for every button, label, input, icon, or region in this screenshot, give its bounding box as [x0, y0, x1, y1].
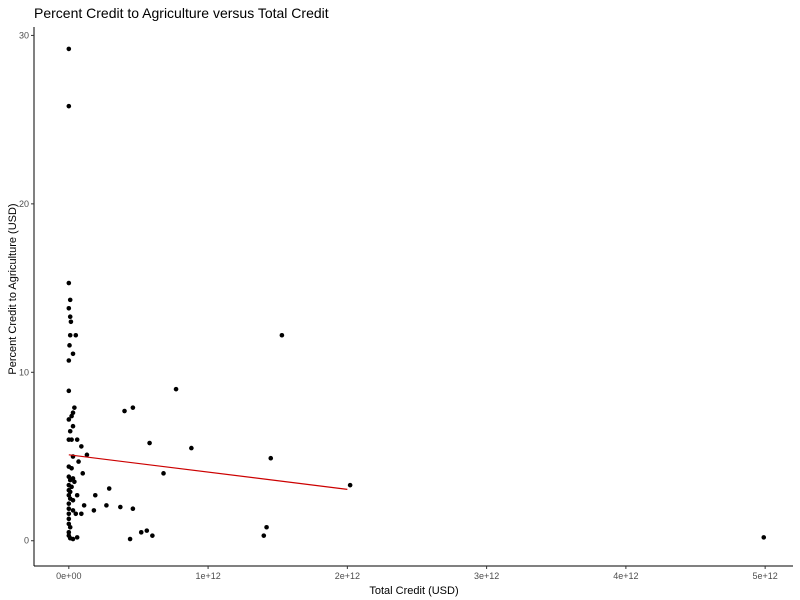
data-point	[66, 103, 72, 109]
data-point	[79, 511, 84, 517]
data-point	[70, 423, 76, 429]
x-axis-title: Total Credit (USD)	[369, 585, 458, 597]
data-point	[161, 471, 166, 476]
data-point	[66, 501, 72, 506]
data-point	[72, 405, 77, 410]
data-point	[66, 358, 72, 363]
data-point	[72, 479, 77, 485]
x-tick-label: 1e+12	[195, 571, 220, 581]
data-point	[81, 503, 87, 508]
data-point	[138, 530, 144, 535]
x-tick-label: 5e+12	[753, 571, 778, 581]
x-tick-label: 3e+12	[474, 571, 499, 581]
data-point	[104, 503, 109, 508]
data-point	[66, 516, 72, 522]
data-points	[66, 46, 767, 542]
data-point	[74, 535, 80, 540]
data-point	[76, 459, 81, 464]
data-point	[173, 386, 179, 392]
data-point	[67, 428, 73, 434]
y-tick-label: 10	[19, 367, 29, 377]
data-point	[264, 524, 269, 530]
y-tick-label: 0	[24, 536, 29, 546]
data-point	[67, 314, 73, 320]
data-point	[92, 492, 98, 498]
data-point	[91, 508, 97, 513]
data-point	[70, 498, 76, 503]
data-point	[73, 511, 79, 517]
data-point	[67, 524, 73, 530]
data-point	[80, 471, 86, 476]
data-point	[84, 452, 90, 458]
data-point	[106, 486, 112, 491]
data-point	[66, 417, 72, 422]
data-point	[74, 437, 80, 442]
data-point	[67, 332, 73, 338]
data-point	[67, 343, 72, 348]
data-point	[261, 533, 267, 538]
data-point	[127, 536, 133, 542]
data-point	[147, 440, 152, 446]
trend-line-group	[68, 454, 348, 490]
data-point	[70, 536, 76, 542]
x-tick-label: 2e+12	[335, 571, 360, 581]
data-point	[69, 437, 74, 442]
data-point	[69, 413, 74, 419]
data-point	[761, 535, 767, 540]
data-point	[268, 455, 274, 461]
data-point	[144, 528, 150, 533]
y-tick-label: 20	[19, 199, 29, 209]
data-point	[70, 351, 76, 357]
y-tick-label: 30	[19, 30, 29, 40]
data-point	[66, 280, 72, 286]
data-point	[118, 504, 123, 510]
data-point	[73, 332, 79, 338]
data-point	[74, 492, 80, 498]
data-point	[66, 511, 72, 517]
data-point	[150, 533, 155, 538]
data-point	[68, 319, 74, 325]
x-tick-label: 0e+00	[56, 571, 81, 581]
data-point	[122, 408, 127, 414]
data-point	[79, 444, 84, 449]
x-ticks: 0e+00 1e+12 2e+12 3e+12 4e+12 5e+12	[56, 566, 778, 581]
data-point	[69, 484, 74, 490]
data-point	[130, 506, 136, 512]
axes	[33, 27, 793, 567]
y-ticks: 0 10 20 30	[19, 30, 34, 546]
data-point	[66, 506, 72, 512]
data-point	[66, 305, 72, 311]
data-point	[70, 508, 76, 513]
chart-title: Percent Credit to Agriculture versus Tot…	[34, 5, 329, 21]
data-point	[279, 332, 285, 338]
data-point	[66, 46, 72, 52]
data-point	[67, 297, 73, 303]
data-point	[189, 445, 194, 451]
y-axis-title: Percent Credit to Agriculture (USD)	[7, 203, 19, 374]
data-point	[69, 466, 74, 471]
x-tick-label: 4e+12	[613, 571, 638, 581]
data-point	[130, 405, 136, 410]
data-point	[66, 530, 72, 535]
trend-line	[68, 454, 348, 490]
data-point	[347, 482, 353, 488]
data-point	[66, 388, 72, 394]
